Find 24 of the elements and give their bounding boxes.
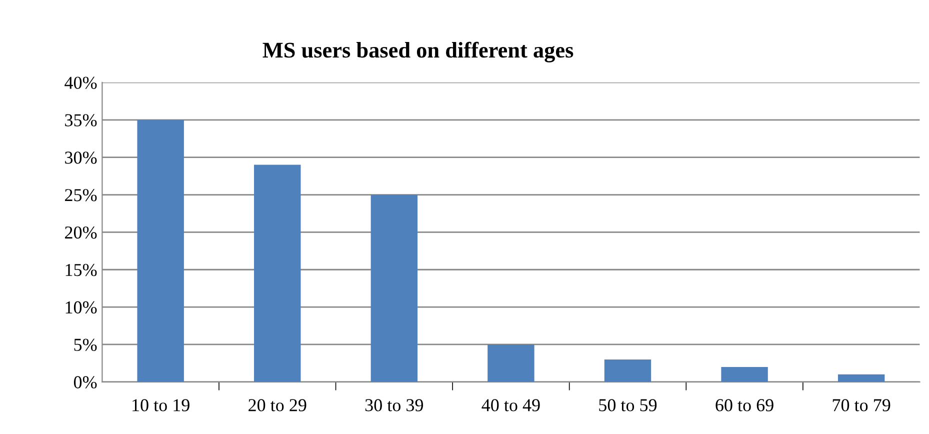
x-tick-label: 50 to 59 bbox=[599, 399, 657, 412]
y-tick-label: 40% bbox=[64, 76, 97, 89]
y-tick-label: 10% bbox=[66, 301, 97, 314]
x-tick-label: 20 to 29 bbox=[248, 399, 306, 412]
y-tick-label: 30% bbox=[65, 152, 97, 164]
x-tick-label: 30 to 39 bbox=[365, 399, 424, 412]
x-tick-label: 60 to 69 bbox=[716, 399, 774, 412]
x-tick-label: 70 to 79 bbox=[832, 399, 890, 412]
y-tick-label: 35% bbox=[65, 114, 97, 126]
y-tick-label: 5% bbox=[74, 338, 97, 351]
y-tick-label: 25% bbox=[65, 189, 97, 202]
chart-title: MS users based on different ages bbox=[262, 42, 574, 62]
bar bbox=[604, 359, 652, 382]
bar bbox=[721, 366, 768, 382]
y-tick-label: 15% bbox=[66, 264, 97, 276]
x-tick-label: 40 to 49 bbox=[482, 399, 540, 412]
x-tick-label: 10 to 19 bbox=[132, 399, 190, 412]
y-tick-label: 0% bbox=[74, 376, 97, 388]
bar bbox=[370, 194, 418, 382]
bar bbox=[137, 120, 184, 382]
y-tick-label: 20% bbox=[65, 226, 97, 239]
bar bbox=[838, 374, 885, 382]
bar bbox=[254, 164, 301, 382]
bar bbox=[488, 344, 534, 382]
